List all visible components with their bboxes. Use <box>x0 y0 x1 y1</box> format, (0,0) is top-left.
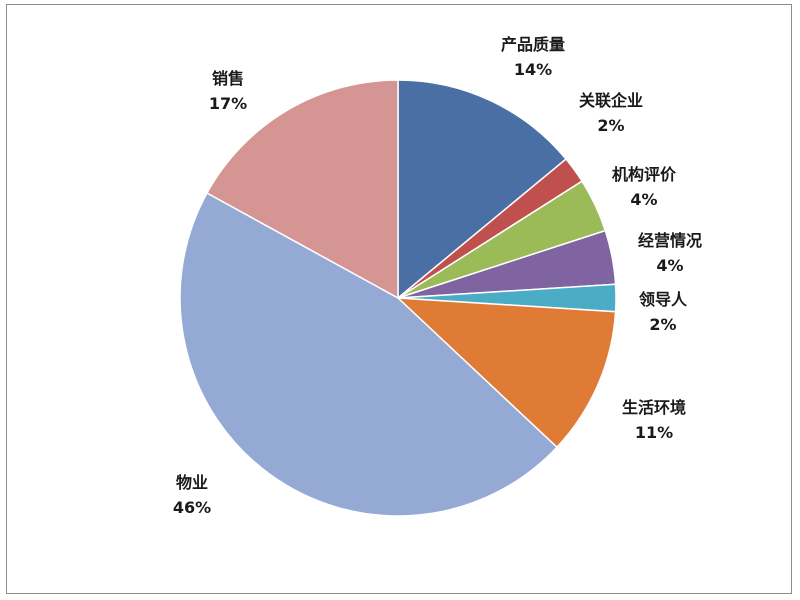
slice-percent-6: 11% <box>635 423 673 442</box>
slice-percent-7: 46% <box>173 498 211 517</box>
slice-label-6: 生活环境 <box>622 398 686 417</box>
slice-label-4: 经营情况 <box>638 231 702 250</box>
slice-percent-5: 2% <box>649 315 676 334</box>
slice-label-1: 产品质量 <box>501 35 565 54</box>
pie-labels: 产品质量 14% 关联企业 2% 机构评价 4% 经营情况 4% 领导人 2% 生活环境 11% 物业 4… <box>173 35 702 517</box>
slice-percent-3: 4% <box>630 190 657 209</box>
slice-percent-2: 2% <box>597 116 624 135</box>
slice-label-8: 销售 <box>212 69 244 88</box>
pie-slice-6 <box>395 297 617 449</box>
slice-percent-1: 14% <box>514 60 552 79</box>
slice-label-5: 领导人 <box>639 290 688 309</box>
slice-label-3: 机构评价 <box>612 165 677 184</box>
slice-label-7: 物业 <box>176 473 208 492</box>
pie-slices <box>179 79 617 517</box>
pie-slice-7 <box>179 191 558 517</box>
slice-percent-4: 4% <box>656 256 683 275</box>
pie-slice-1 <box>397 79 568 300</box>
slice-label-2: 关联企业 <box>579 91 643 110</box>
slice-percent-8: 17% <box>209 94 247 113</box>
pie-slice-8 <box>205 79 399 300</box>
